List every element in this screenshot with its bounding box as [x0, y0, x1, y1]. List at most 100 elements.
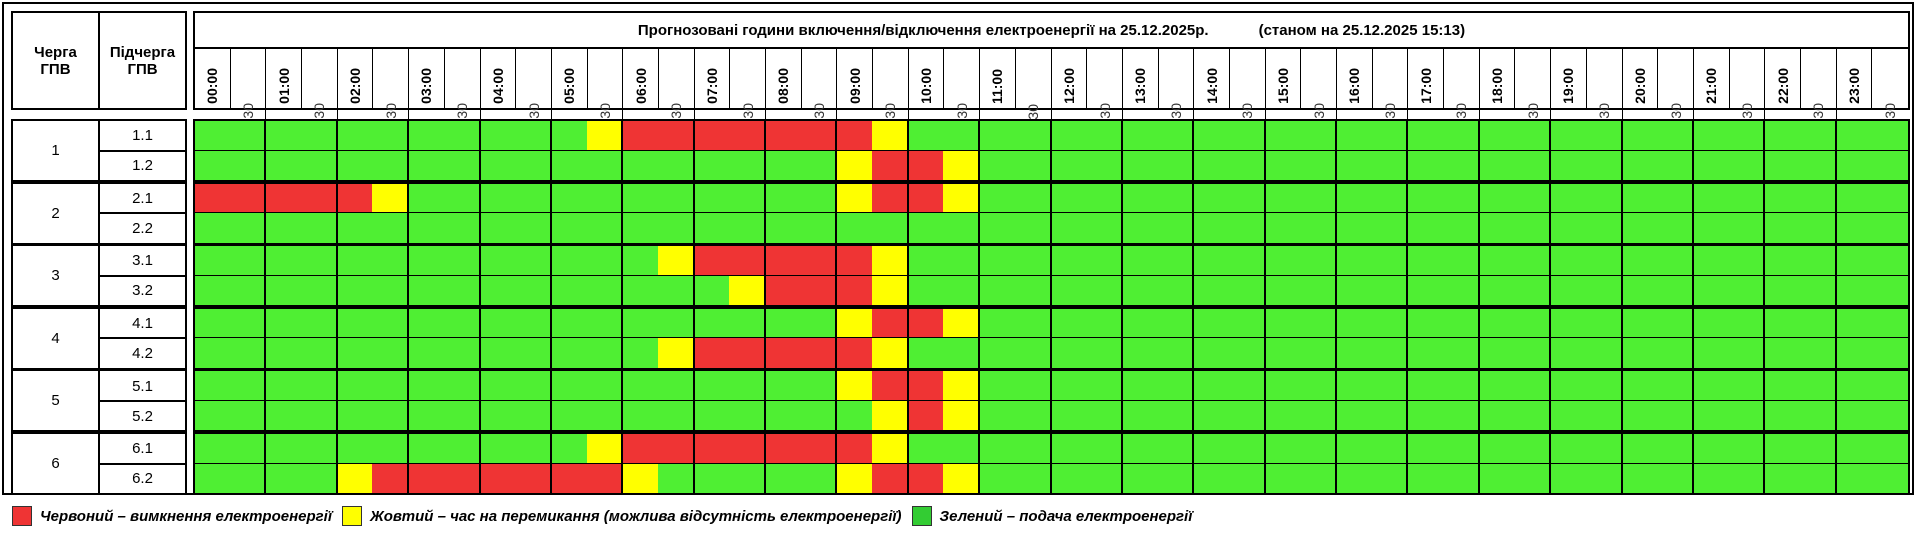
slot-green: [1514, 275, 1550, 306]
legend-green-label: Зелений – подача електроенергії: [939, 507, 1193, 525]
slot-green: [266, 463, 302, 493]
slot-green: [1728, 338, 1764, 368]
subqueue-label: 6.2: [98, 462, 187, 495]
hour-cell: [551, 400, 624, 431]
hour-cell: [1479, 213, 1552, 243]
slot-green: [551, 400, 587, 431]
queue-schedule-grid: [193, 306, 1910, 370]
hour-cell: [551, 371, 624, 401]
hour-cell: [195, 338, 267, 368]
hour-cell: [1122, 338, 1195, 368]
slot-green: [1228, 183, 1264, 213]
slot-red: [837, 275, 873, 306]
slot-green: [1657, 338, 1692, 368]
slot-green: [1799, 400, 1835, 431]
slot-green: [1265, 308, 1301, 338]
slot-green: [943, 246, 979, 275]
slot-green: [1693, 150, 1729, 180]
hour-cell: [1122, 463, 1195, 493]
slot-green: [1514, 338, 1550, 368]
slot-green: [229, 275, 265, 306]
hour-cell: [1122, 121, 1195, 151]
slot-green: [443, 338, 479, 368]
slot-green: [1693, 213, 1729, 243]
slot-green: [1194, 246, 1229, 275]
time-label: 09:30: [873, 47, 909, 142]
red-swatch-icon: [12, 506, 32, 526]
hour-cell: [1194, 308, 1266, 339]
time-label: 04:00: [481, 47, 517, 108]
hour-cell: [1337, 308, 1409, 339]
hour-cell: [1194, 121, 1266, 151]
hour-cell: [266, 121, 338, 151]
legend-yellow-label: Жовтий – час на перемикання (можлива від…: [370, 507, 902, 525]
slot-green: [1836, 338, 1873, 368]
hour-cell: [694, 150, 766, 180]
slot-green: [443, 434, 479, 463]
slot-green: [195, 338, 230, 368]
slot-green: [266, 246, 302, 275]
slot-green: [337, 213, 373, 243]
time-label: 03:00: [409, 47, 445, 108]
hour-cell: [1622, 183, 1694, 214]
slot-green: [1300, 121, 1335, 150]
slot-green: [551, 213, 587, 243]
slot-green: [1408, 371, 1444, 400]
slot-green: [1408, 183, 1444, 213]
slot-green: [1765, 463, 1800, 493]
slot-green: [515, 213, 550, 243]
slot-green: [800, 150, 836, 180]
slot-green: [1799, 338, 1835, 368]
time-label: 15:00: [1266, 47, 1302, 108]
slot-green: [1765, 150, 1800, 180]
slot-green: [1300, 463, 1335, 493]
hour-cell: [337, 338, 410, 368]
slot-green: [1585, 400, 1621, 431]
slot-green: [195, 400, 230, 431]
slot-green: [657, 213, 693, 243]
hour-cell: [1265, 400, 1337, 431]
slot-red: [872, 308, 907, 338]
time-label: 02:00: [338, 47, 374, 108]
slot-green: [1157, 183, 1193, 213]
slot-green: [337, 275, 373, 306]
hour-cell: [1122, 213, 1195, 243]
slot-green: [943, 338, 979, 368]
hour-cell: [1479, 371, 1552, 401]
slot-green: [1836, 371, 1873, 400]
slot-green: [1371, 246, 1407, 275]
slot-red: [657, 434, 693, 463]
slot-green: [1157, 150, 1193, 180]
time-label: 17:30: [1444, 47, 1480, 142]
slot-yellow: [943, 371, 979, 400]
hour-cell: [766, 213, 838, 243]
slot-green: [1657, 308, 1692, 338]
slot-green: [1122, 371, 1158, 400]
time-label-text: 06:00: [632, 68, 649, 104]
slot-green: [1728, 371, 1764, 400]
slot-green: [195, 434, 230, 463]
slot-green: [551, 308, 587, 338]
time-label: 03:30: [445, 47, 481, 142]
slot-green: [1086, 308, 1121, 338]
hour-cell: [908, 150, 981, 180]
slot-green: [443, 275, 479, 306]
slot-green: [301, 150, 336, 180]
time-label: 15:30: [1301, 47, 1337, 142]
slot-green: [372, 400, 408, 431]
schedule-title: Прогнозовані години включення/відключенн…: [195, 13, 1908, 49]
hour-cell: [1622, 308, 1694, 339]
hour-cell: [195, 275, 267, 306]
time-label: 16:30: [1373, 47, 1409, 142]
hour-cell: [1622, 434, 1694, 464]
slot-green: [1622, 213, 1658, 243]
slot-green: [443, 213, 479, 243]
slot-green: [1051, 121, 1087, 150]
slot-green: [980, 150, 1015, 180]
hour-cell: [623, 434, 695, 464]
hour-cell: [694, 183, 766, 214]
slot-green: [623, 371, 658, 400]
slot-green: [1514, 308, 1550, 338]
hour-cell: [409, 371, 481, 401]
hour-cell: [1194, 213, 1266, 243]
